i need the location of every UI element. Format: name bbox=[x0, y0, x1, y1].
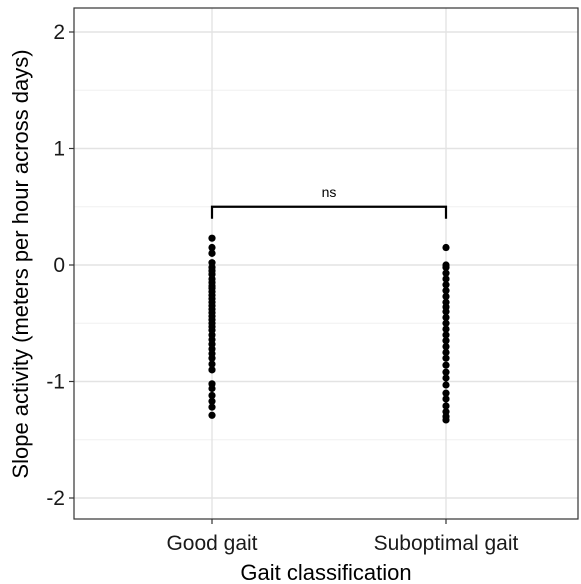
significance-label: ns bbox=[322, 184, 337, 200]
data-point bbox=[442, 348, 450, 356]
data-point bbox=[208, 243, 216, 252]
data-point bbox=[442, 374, 450, 382]
y-tick-label: 0 bbox=[53, 254, 65, 277]
significance-bracket: ns bbox=[210, 184, 448, 219]
data-point bbox=[442, 389, 450, 397]
x-axis-title: Gait classification bbox=[240, 560, 411, 584]
grid bbox=[74, 8, 578, 519]
data-point bbox=[442, 361, 450, 369]
data-point bbox=[442, 263, 450, 271]
data-point bbox=[442, 292, 450, 301]
data-point bbox=[442, 395, 450, 403]
plot-panel-border bbox=[73, 7, 579, 520]
data-point bbox=[442, 269, 450, 277]
data-point bbox=[442, 342, 450, 351]
data-point bbox=[442, 281, 450, 289]
data-point bbox=[208, 397, 216, 405]
data-point bbox=[442, 368, 450, 376]
data-points bbox=[208, 234, 450, 424]
data-point bbox=[442, 331, 450, 339]
y-tick-label: -1 bbox=[46, 371, 65, 394]
data-point bbox=[442, 287, 450, 295]
data-point bbox=[442, 319, 450, 327]
data-point bbox=[442, 337, 450, 345]
data-point bbox=[208, 354, 216, 362]
axes: -2 -1 0 1 2 Good gait Suboptimal gait bbox=[46, 21, 518, 555]
data-point bbox=[442, 381, 450, 389]
data-point bbox=[442, 275, 450, 283]
x-tick-label: Suboptimal gait bbox=[374, 532, 519, 555]
data-point bbox=[442, 308, 450, 316]
data-point bbox=[442, 325, 450, 333]
data-point bbox=[442, 313, 450, 322]
data-point bbox=[208, 411, 216, 419]
data-point bbox=[208, 360, 216, 368]
data-point bbox=[208, 391, 216, 400]
data-point bbox=[442, 354, 450, 362]
x-tick-label: Good gait bbox=[166, 532, 257, 555]
data-point bbox=[208, 249, 216, 257]
data-point bbox=[208, 234, 216, 242]
y-tick-label: 1 bbox=[53, 138, 65, 161]
y-tick-label: 2 bbox=[53, 21, 65, 44]
data-point bbox=[208, 366, 216, 374]
data-point bbox=[208, 403, 216, 411]
data-point bbox=[442, 416, 450, 424]
y-tick-label: -2 bbox=[46, 487, 65, 510]
data-point bbox=[442, 243, 450, 252]
y-axis-title: Slope activity (meters per hour across d… bbox=[8, 49, 33, 478]
data-point bbox=[208, 384, 216, 393]
data-point bbox=[442, 402, 450, 410]
bracket-line bbox=[210, 205, 448, 219]
